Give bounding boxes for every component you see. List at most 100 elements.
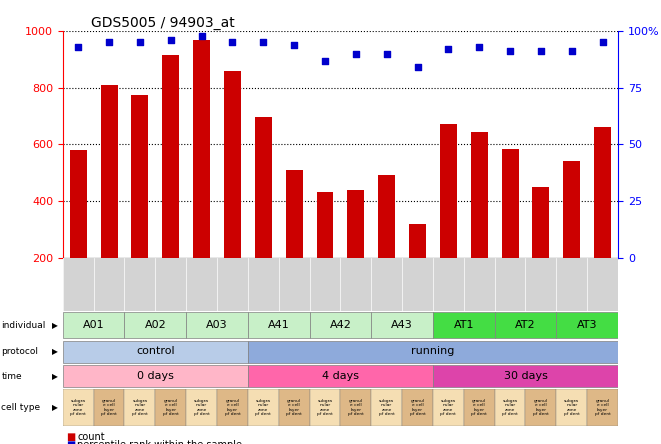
Bar: [155, 388, 186, 426]
Text: subgra
nular
zone
pf dent: subgra nular zone pf dent: [317, 399, 333, 416]
Bar: [402, 388, 433, 426]
Bar: [193, 40, 210, 258]
Bar: [224, 71, 241, 258]
Text: granul
e cell
layer
pf dent: granul e cell layer pf dent: [348, 399, 364, 416]
Bar: [557, 312, 618, 338]
Text: 4 days: 4 days: [322, 371, 359, 381]
Bar: [63, 341, 248, 363]
Point: [320, 57, 330, 64]
Point: [227, 39, 238, 46]
Bar: [471, 131, 488, 258]
Point: [474, 44, 485, 51]
Text: GDS5005 / 94903_at: GDS5005 / 94903_at: [91, 16, 234, 30]
Bar: [217, 388, 248, 426]
Bar: [124, 312, 186, 338]
Text: protocol: protocol: [1, 347, 38, 357]
Text: 30 days: 30 days: [504, 371, 547, 381]
Text: AT2: AT2: [515, 320, 536, 329]
Point: [412, 64, 423, 71]
Text: subgra
nular
zone
pf dent: subgra nular zone pf dent: [255, 399, 271, 416]
Point: [535, 48, 546, 55]
Point: [73, 44, 83, 51]
Point: [165, 36, 176, 44]
Bar: [502, 149, 519, 258]
Point: [443, 46, 453, 53]
Text: ▶: ▶: [52, 347, 58, 357]
Bar: [494, 388, 525, 426]
Point: [196, 32, 207, 39]
Bar: [587, 388, 618, 426]
Text: ▶: ▶: [52, 321, 58, 330]
Text: time: time: [1, 372, 22, 381]
Text: granul
e cell
layer
pf dent: granul e cell layer pf dent: [533, 399, 549, 416]
Text: ■: ■: [66, 432, 75, 442]
Point: [598, 39, 608, 46]
Text: subgra
nular
zone
pf dent: subgra nular zone pf dent: [132, 399, 148, 416]
Point: [566, 48, 577, 55]
Bar: [248, 312, 309, 338]
Text: control: control: [136, 346, 175, 357]
Text: ▶: ▶: [52, 403, 58, 412]
Bar: [286, 170, 303, 258]
Text: A03: A03: [206, 320, 228, 329]
Bar: [378, 175, 395, 258]
Point: [381, 50, 392, 57]
Bar: [371, 388, 402, 426]
Bar: [63, 312, 124, 338]
Bar: [70, 150, 87, 258]
Text: subgra
nular
zone
pf dent: subgra nular zone pf dent: [194, 399, 210, 416]
Bar: [433, 388, 464, 426]
Bar: [340, 388, 371, 426]
Bar: [100, 85, 118, 258]
Bar: [563, 161, 580, 258]
Text: A01: A01: [83, 320, 104, 329]
Point: [350, 50, 361, 57]
Bar: [279, 388, 309, 426]
Bar: [248, 388, 279, 426]
Text: percentile rank within the sample: percentile rank within the sample: [77, 440, 243, 444]
Text: running: running: [411, 346, 455, 357]
Bar: [63, 388, 94, 426]
Bar: [309, 312, 371, 338]
Text: granul
e cell
layer
pf dent: granul e cell layer pf dent: [471, 399, 487, 416]
Text: subgra
nular
zone
pf dent: subgra nular zone pf dent: [379, 399, 395, 416]
Bar: [557, 388, 587, 426]
Bar: [409, 224, 426, 258]
Text: count: count: [77, 432, 105, 442]
Text: A02: A02: [145, 320, 166, 329]
Bar: [186, 388, 217, 426]
Text: ▶: ▶: [52, 372, 58, 381]
Bar: [317, 192, 334, 258]
Point: [104, 39, 114, 46]
Bar: [94, 388, 124, 426]
Bar: [533, 187, 549, 258]
Text: 0 days: 0 days: [137, 371, 174, 381]
Text: A41: A41: [268, 320, 290, 329]
Bar: [371, 312, 433, 338]
Text: granul
e cell
layer
pf dent: granul e cell layer pf dent: [286, 399, 302, 416]
Text: cell type: cell type: [1, 403, 40, 412]
Text: granul
e cell
layer
pf dent: granul e cell layer pf dent: [595, 399, 611, 416]
Text: individual: individual: [1, 321, 46, 330]
Bar: [255, 117, 272, 258]
Bar: [63, 365, 248, 387]
Text: AT1: AT1: [453, 320, 474, 329]
Bar: [525, 388, 557, 426]
Bar: [433, 312, 494, 338]
Point: [258, 39, 268, 46]
Point: [289, 41, 299, 48]
Bar: [348, 190, 364, 258]
Bar: [248, 365, 433, 387]
Text: A42: A42: [329, 320, 352, 329]
Text: AT3: AT3: [577, 320, 598, 329]
Point: [135, 39, 145, 46]
Point: [505, 48, 516, 55]
Bar: [464, 388, 494, 426]
Text: subgra
nular
zone
pf dent: subgra nular zone pf dent: [564, 399, 580, 416]
Bar: [186, 312, 248, 338]
Text: granul
e cell
layer
pf dent: granul e cell layer pf dent: [101, 399, 117, 416]
Text: granul
e cell
layer
pf dent: granul e cell layer pf dent: [225, 399, 241, 416]
Bar: [124, 388, 155, 426]
Bar: [440, 124, 457, 258]
Text: granul
e cell
layer
pf dent: granul e cell layer pf dent: [163, 399, 178, 416]
